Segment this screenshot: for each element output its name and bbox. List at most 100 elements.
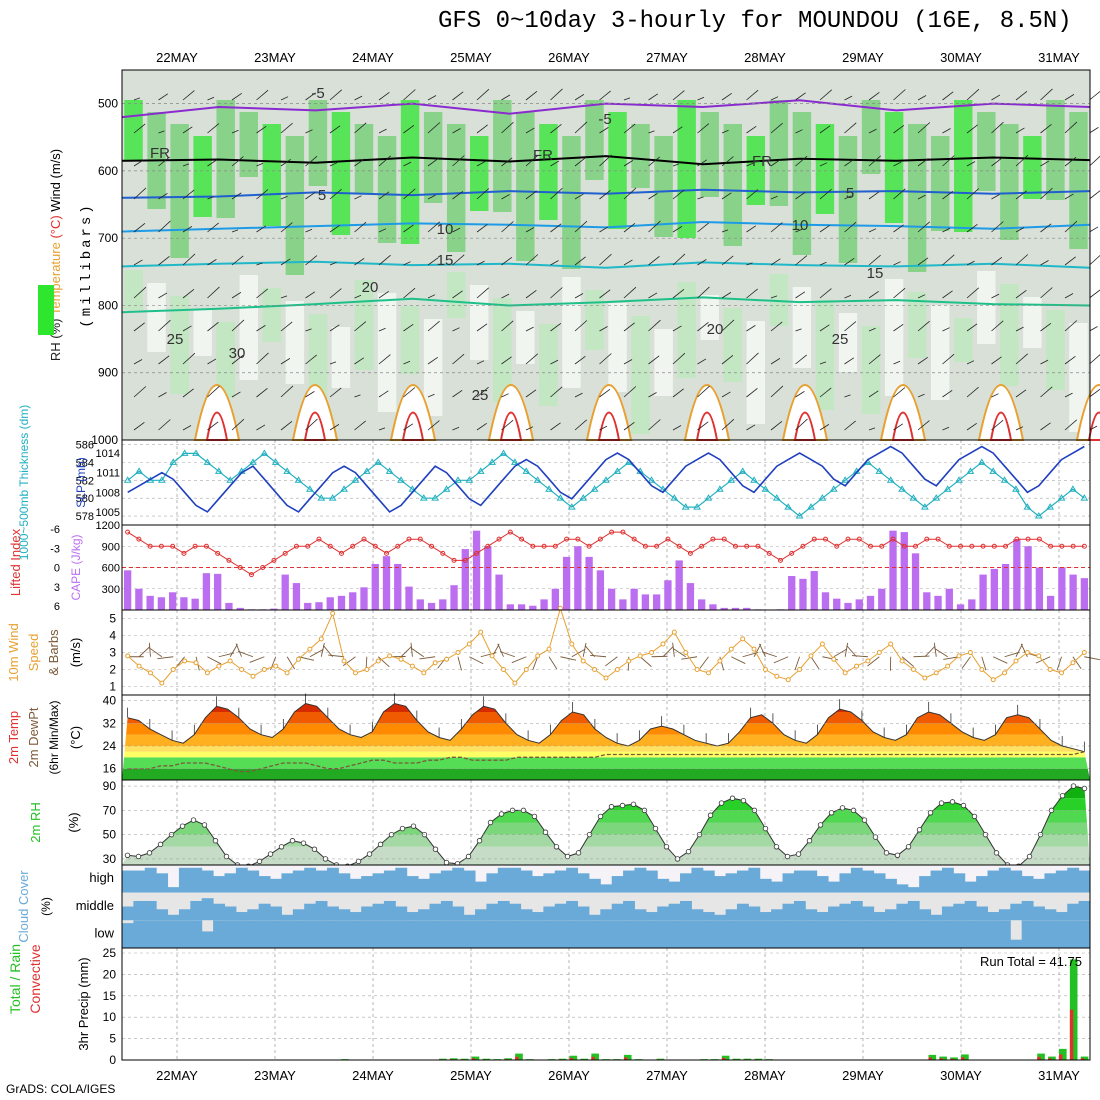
wind-barb xyxy=(1064,320,1078,332)
precip-bar xyxy=(754,1058,763,1060)
wind-barb xyxy=(721,292,732,299)
li-marker xyxy=(699,543,705,549)
wind-barb xyxy=(231,129,239,134)
wind-barb xyxy=(672,163,680,167)
wind-barb xyxy=(525,389,537,398)
wind-barb xyxy=(819,224,830,233)
temp-band xyxy=(122,695,1090,701)
wind-barb xyxy=(917,393,925,398)
thickness-marker xyxy=(271,458,280,465)
rh-marker xyxy=(905,844,912,850)
rh-cell xyxy=(631,124,650,188)
wind-barb xyxy=(917,194,926,200)
cloud-cell xyxy=(475,920,487,948)
cape-ylabel: CAPE (J/kg) xyxy=(69,534,83,600)
wind-barb xyxy=(795,354,807,365)
isotherm-line xyxy=(121,155,1091,166)
cloud-cell xyxy=(122,870,134,893)
wind-barb xyxy=(1089,289,1100,299)
wind-barb xyxy=(648,355,660,365)
wind-barb xyxy=(525,254,539,266)
cloud-ylabel2-text: (%) xyxy=(39,897,53,916)
cloud-cell xyxy=(873,912,886,921)
cloud-cell xyxy=(281,920,294,948)
wind-barb xyxy=(795,191,806,200)
li-marker xyxy=(226,557,232,563)
thickness-marker xyxy=(203,458,212,465)
wind-barb xyxy=(207,96,215,101)
wind-barb xyxy=(991,393,999,398)
cloud-cell xyxy=(850,920,863,948)
surface-wind-barb xyxy=(342,656,356,667)
li-marker xyxy=(496,536,502,542)
cloud-cell xyxy=(167,920,180,948)
wind-barb xyxy=(427,257,439,266)
wind-barb xyxy=(354,357,365,365)
date-label-bottom: 26MAY xyxy=(548,1068,590,1083)
cloud-cell xyxy=(361,906,374,921)
li-marker xyxy=(316,536,322,542)
cape-bar xyxy=(529,605,537,610)
cloud-cell xyxy=(896,884,909,893)
wind-barb xyxy=(1015,389,1027,398)
cloud-cell xyxy=(144,900,157,921)
wind-barb xyxy=(893,89,906,101)
wind-barb xyxy=(697,322,709,332)
wind-barb xyxy=(476,88,490,101)
wind-marker xyxy=(819,641,825,647)
cloud-cell xyxy=(452,920,465,948)
rh-band xyxy=(122,834,1090,847)
wind-barb xyxy=(403,360,411,365)
li-marker xyxy=(170,543,176,549)
wind-barb xyxy=(697,286,710,299)
wind-barb xyxy=(966,124,978,134)
slp-tick: 1011 xyxy=(96,468,120,480)
wind-barb xyxy=(844,95,853,101)
wind-barb xyxy=(427,294,436,299)
li-marker xyxy=(620,529,626,535)
li-marker xyxy=(924,536,930,542)
cloud-cell xyxy=(862,920,875,948)
rh-cell xyxy=(884,279,904,396)
precip-bar xyxy=(928,1054,937,1060)
cloud-cell xyxy=(1078,870,1091,893)
rh-marker xyxy=(685,848,692,855)
wind-barb xyxy=(1089,90,1100,101)
precip-tick: 10 xyxy=(103,1010,117,1024)
wind-barb xyxy=(844,321,857,332)
rh-marker xyxy=(377,841,384,848)
dewpt-line xyxy=(127,751,1085,773)
wind-barb xyxy=(623,359,633,365)
wind-ylabel4-text: (m/s) xyxy=(68,638,83,668)
cloud-cell xyxy=(509,920,522,948)
cloud-cell xyxy=(736,920,749,948)
rh-cell xyxy=(562,277,581,388)
surface-wind-barb xyxy=(761,651,777,658)
wind-barb xyxy=(501,157,513,167)
cloud-cell xyxy=(258,876,271,893)
wind-barb xyxy=(917,320,930,332)
thickness-marker xyxy=(886,476,895,483)
wind-barb xyxy=(378,354,391,365)
wind-barb xyxy=(1040,223,1052,233)
rh-cell xyxy=(677,282,696,378)
wind-barb xyxy=(991,221,1004,233)
rh-marker xyxy=(300,840,307,846)
thickness-marker xyxy=(476,467,485,474)
wind-marker xyxy=(728,646,734,652)
cape-bar xyxy=(574,546,582,610)
surface-wind-barb xyxy=(662,645,674,658)
cloud-cell xyxy=(828,906,840,921)
wind-marker xyxy=(717,658,723,664)
wind-barb xyxy=(550,223,562,233)
cloud-cell xyxy=(133,870,146,893)
li-marker xyxy=(755,543,761,549)
rh-marker xyxy=(179,823,186,829)
cloud-cell xyxy=(919,909,932,921)
wind-marker xyxy=(318,636,324,642)
slp-ylabel: SLP (mb) xyxy=(74,457,88,507)
cloud-cell xyxy=(281,873,294,893)
cloud-cell xyxy=(270,920,282,948)
surface-wind-barb xyxy=(1072,656,1082,670)
wind-barb xyxy=(403,261,411,266)
